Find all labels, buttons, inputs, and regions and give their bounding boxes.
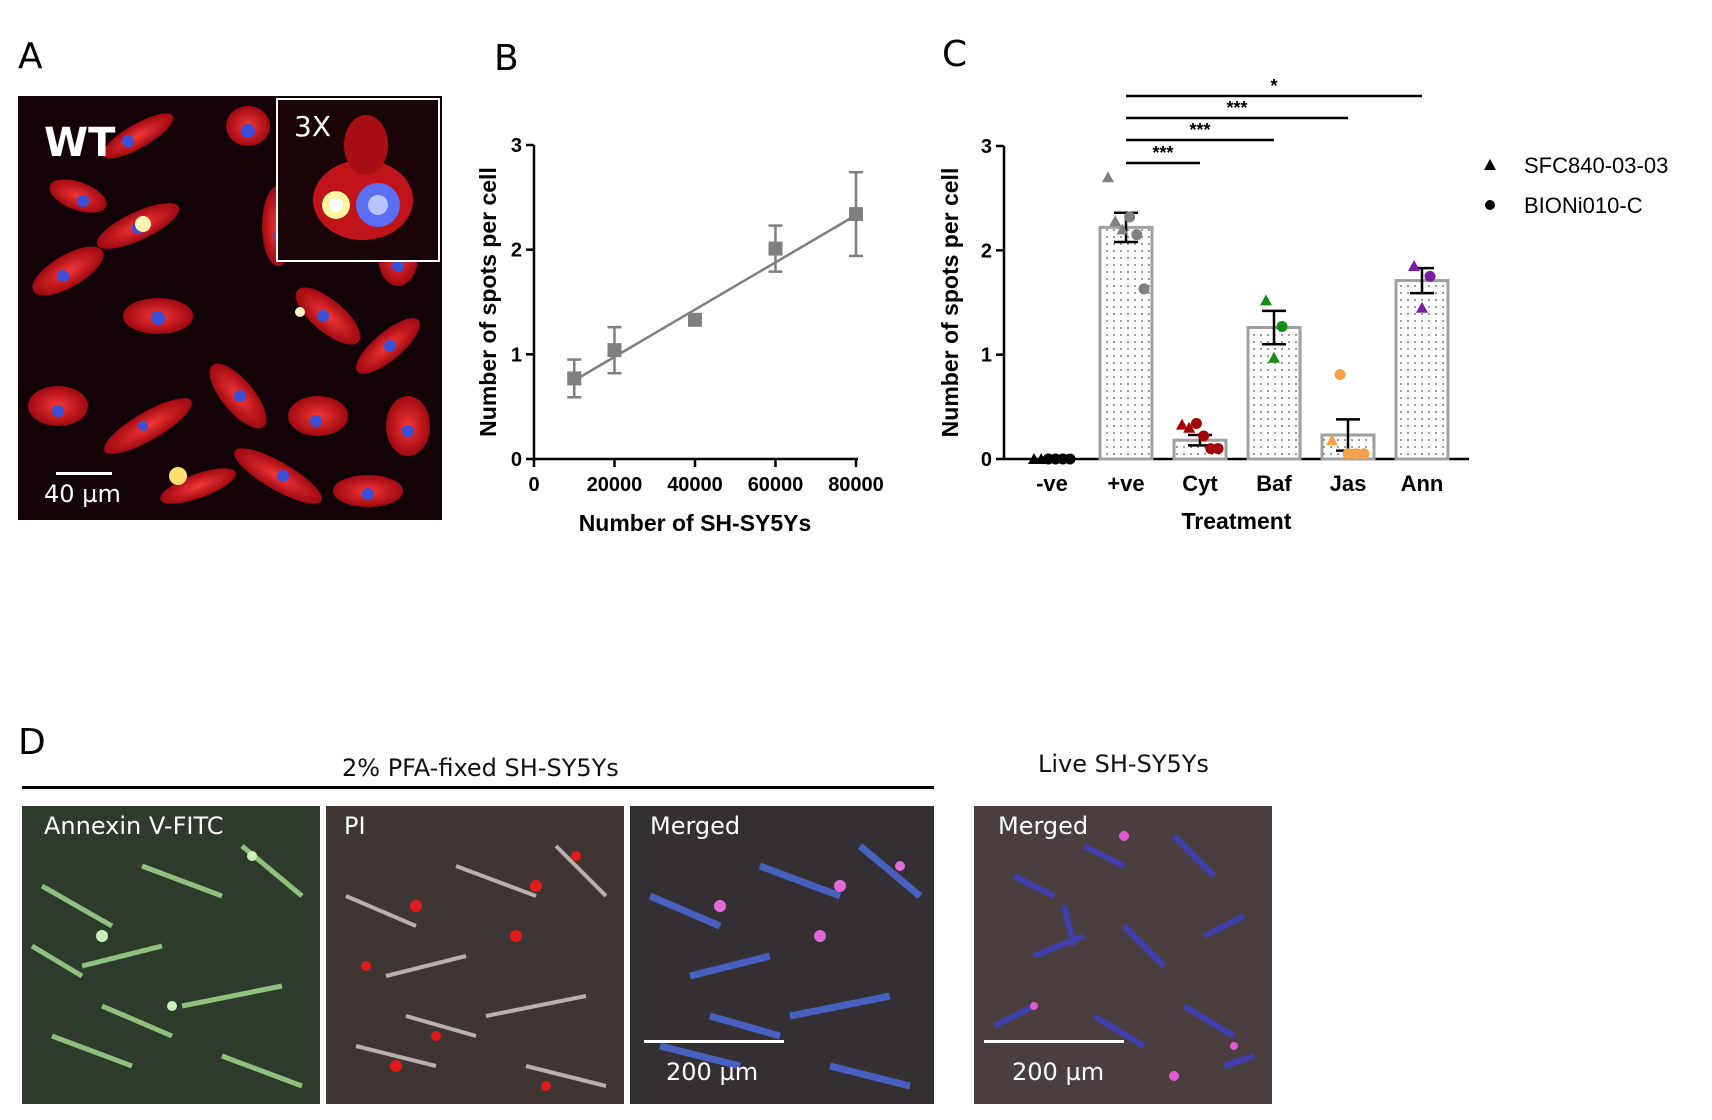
- y-tick-label-c: 1: [981, 345, 992, 367]
- x-tick-label-c: +ve: [1107, 471, 1144, 496]
- scale-bar-label-merged-live: 200 µm: [1012, 1058, 1105, 1086]
- data-point-b: [688, 312, 702, 327]
- x-axis-label-b: Number of SH-SY5Ys: [579, 510, 812, 536]
- data-point-circle-Ann: [1424, 270, 1436, 282]
- data-point-triangle-+ve: [1109, 215, 1122, 227]
- y-tick-label-b: 2: [511, 240, 522, 262]
- data-point-b: [607, 343, 622, 358]
- scale-bar-a: [56, 472, 112, 475]
- micrograph-annexin-cells: [30, 844, 304, 1089]
- data-point-b: [768, 241, 783, 256]
- data-point-b: [567, 371, 582, 386]
- x-tick-label-c: Cyt: [1182, 471, 1218, 496]
- bar-Baf: [1246, 326, 1302, 461]
- y-tick-label-b: 1: [511, 344, 522, 366]
- image-label-annexin: Annexin V-FITC: [44, 812, 224, 840]
- y-tick-label-c: 0: [981, 449, 992, 471]
- y-axis-label-b: Number of spots per cell: [475, 167, 501, 437]
- y-tick-label-b: 0: [511, 449, 522, 471]
- image-label-pi: PI: [344, 812, 366, 840]
- data-point-triangle-Baf: [1260, 294, 1272, 306]
- legend-label: BIONi010-C: [1524, 193, 1643, 218]
- scale-bar-label-merged-fixed: 200 µm: [666, 1058, 759, 1086]
- significance-label: ***: [1189, 120, 1210, 140]
- x-axis-label-c: Treatment: [1182, 508, 1292, 534]
- significance-label: ***: [1152, 143, 1173, 163]
- data-point-circle-Cyt: [1198, 430, 1210, 442]
- data-point-circle-Baf: [1276, 320, 1288, 332]
- legend-marker-triangle: [1484, 159, 1496, 170]
- image-label-merged-live: Merged: [998, 812, 1089, 840]
- data-point-triangle-Cyt: [1183, 421, 1196, 433]
- scale-bar-merged-fixed: [644, 1040, 784, 1043]
- significance-label: *: [1270, 76, 1277, 96]
- panel-letter-c: C: [942, 34, 968, 75]
- data-point-circle--ve: [1064, 453, 1076, 465]
- scale-bar-merged-live: [984, 1040, 1124, 1043]
- y-tick-label-b: 3: [511, 135, 522, 157]
- inset-3x: 3X: [276, 98, 440, 262]
- x-tick-label-b: 20000: [587, 474, 643, 496]
- x-tick-label-c: Ann: [1401, 471, 1444, 496]
- data-point-triangle-Jas: [1326, 434, 1338, 446]
- micrograph-annexin: Annexin V-FITC: [22, 806, 320, 1104]
- micrograph-wt-cells: [28, 106, 430, 507]
- data-point-circle-Cyt: [1212, 443, 1224, 455]
- x-tick-label-b: 80000: [828, 474, 884, 496]
- y-axis-label-c: Number of spots per cell: [937, 168, 963, 438]
- x-tick-label-b: 0: [528, 474, 539, 496]
- inset-cell: [313, 115, 413, 240]
- data-point-circle-+ve: [1124, 211, 1136, 223]
- bar-+ve: [1098, 225, 1154, 461]
- legend-marker-circle: [1485, 200, 1495, 210]
- y-tick-label-c: 3: [981, 136, 992, 158]
- panel-letter-d: D: [18, 722, 46, 763]
- data-point-triangle-+ve: [1116, 223, 1129, 235]
- inset-label: 3X: [294, 110, 331, 143]
- x-tick-label-c: Jas: [1330, 471, 1367, 496]
- data-point-triangle-+ve: [1102, 171, 1114, 183]
- scale-bar-label-a: 40 µm: [44, 480, 121, 508]
- x-tick-label-c: Baf: [1256, 471, 1292, 496]
- data-point-b: [849, 207, 863, 222]
- x-tick-label-b: 60000: [748, 474, 804, 496]
- micrograph-merged-fixed-cells: [648, 843, 923, 1090]
- data-point-triangle-Ann: [1408, 259, 1420, 271]
- data-point-circle-Jas: [1342, 448, 1354, 460]
- x-tick-label-c: -ve: [1036, 471, 1068, 496]
- panel-letter-b: B: [494, 38, 519, 79]
- panel-letter-a: A: [18, 36, 43, 77]
- data-point-circle-Jas: [1334, 368, 1346, 380]
- legend-label: SFC840-03-03: [1524, 153, 1668, 178]
- data-point-triangle-Baf: [1268, 351, 1280, 363]
- significance-label: ***: [1226, 98, 1247, 118]
- data-point-circle-Cyt: [1190, 418, 1202, 430]
- data-point-circle-+ve: [1138, 283, 1150, 295]
- y-tick-label-c: 2: [981, 240, 992, 262]
- micrograph-merged-fixed: Merged 200 µm: [630, 806, 934, 1104]
- data-point-circle-Jas: [1358, 448, 1370, 460]
- data-point-circle-+ve: [1131, 229, 1143, 241]
- micrograph-merged-live-cells: [992, 831, 1255, 1081]
- data-point-triangle-Ann: [1416, 301, 1428, 313]
- fixed-header-rule: [22, 786, 934, 789]
- x-tick-label-b: 40000: [667, 474, 723, 496]
- data-point-triangle-Cyt: [1176, 418, 1188, 430]
- chart-b: 0 1 2 3 0 20000 40000 60000 80000 Number of SH-SY…: [475, 135, 884, 536]
- image-label-merged-fixed: Merged: [650, 812, 741, 840]
- micrograph-pi-cells: [345, 844, 608, 1091]
- micrograph-merged-live: Merged 200 µm: [974, 806, 1272, 1104]
- fixed-header: 2% PFA-fixed SH-SY5Ys: [342, 754, 619, 782]
- genotype-label: WT: [44, 120, 116, 166]
- micrograph-pi: PI: [326, 806, 624, 1104]
- micrograph-wt: WT 3X 40 µm: [18, 96, 442, 520]
- data-point-circle-Jas: [1350, 448, 1362, 460]
- live-header: Live SH-SY5Ys: [1038, 750, 1209, 778]
